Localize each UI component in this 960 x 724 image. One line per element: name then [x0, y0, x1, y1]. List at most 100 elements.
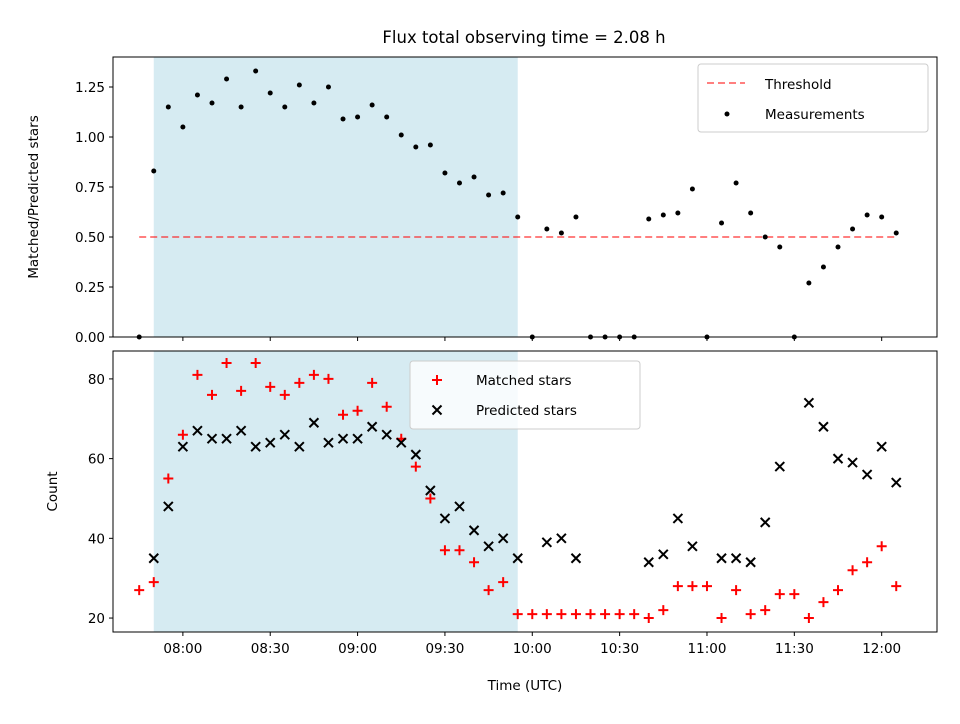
predicted-star-point [730, 553, 742, 564]
matched-star-point [469, 557, 480, 568]
measurement-point [296, 82, 302, 88]
predicted-star-point [250, 441, 261, 452]
predicted-star-point [308, 417, 320, 428]
matched-star-point [527, 609, 538, 620]
x-tick-label: 10:30 [600, 641, 639, 657]
measurement-point [893, 230, 899, 236]
predicted-star-point [497, 533, 509, 544]
predicted-star-point [323, 437, 334, 448]
predicted-star-point [774, 461, 785, 472]
predicted-star-point [832, 453, 844, 464]
matched-star-point [294, 377, 305, 388]
x-tick-label: 09:00 [338, 641, 377, 657]
matched-star-point [279, 389, 290, 400]
matched-star-point [236, 385, 247, 396]
matched-star-point [323, 373, 334, 384]
predicted-star-point [163, 501, 174, 512]
matched-star-point [352, 405, 363, 416]
predicted-star-point [760, 517, 771, 528]
predicted-star-point [439, 513, 451, 524]
top-y-tick-label: 1.00 [75, 130, 105, 146]
measurement-point [267, 90, 273, 96]
matched-star-point [163, 473, 174, 484]
measurement-point [660, 212, 666, 218]
measurement-point [398, 132, 404, 138]
predicted-star-point [891, 477, 902, 488]
predicted-star-point [483, 541, 494, 552]
matched-star-point [672, 581, 683, 592]
predicted-star-point [425, 485, 436, 496]
legend-matched-swatch [432, 375, 442, 385]
x-axis-label: Time (UTC) [487, 678, 563, 694]
predicted-star-point [468, 525, 480, 536]
measurement-point [325, 84, 331, 90]
x-tick-label: 10:00 [513, 641, 552, 657]
chart-title: Flux total observing time = 2.08 h [382, 28, 665, 47]
matched-star-point [308, 369, 319, 380]
top-legend: Threshold Measurements [697, 63, 929, 133]
matched-star-point [410, 461, 421, 472]
matched-star-point [745, 609, 756, 620]
matched-star-point [265, 381, 276, 392]
measurement-point [515, 214, 521, 220]
matched-star-point [338, 409, 349, 420]
predicted-star-point [687, 541, 698, 552]
predicted-star-point [672, 513, 684, 524]
matched-star-point [556, 609, 567, 620]
predicted-star-point [745, 557, 756, 568]
bottom-axes-frame [112, 350, 938, 633]
x-tick-label: 08:00 [163, 641, 202, 657]
measurement-point [486, 192, 492, 198]
predicted-star-point [716, 553, 727, 564]
predicted-star-point [396, 437, 407, 448]
top-panel: 0.00 0.25 0.50 0.75 1.00 1.25 Matched/Predicte… [26, 56, 938, 346]
matched-star-point [760, 605, 771, 616]
matched-star-point [600, 609, 611, 620]
measurement-point [355, 114, 361, 120]
measurement-point [719, 220, 725, 226]
matched-star-point [177, 429, 188, 440]
measurement-point [675, 210, 681, 216]
matched-star-point [483, 585, 494, 596]
measurement-point [151, 168, 157, 174]
predicted-star-point [847, 457, 858, 468]
predicted-star-point [265, 437, 276, 448]
predicted-star-point [658, 549, 669, 560]
measurement-point [820, 264, 826, 270]
measurement-point [835, 244, 841, 250]
measurement-point [384, 114, 390, 120]
legend-matched-label: Matched stars [476, 373, 572, 389]
measurement-point [879, 214, 885, 220]
top-observing-window [153, 57, 518, 337]
matched-star-point [512, 609, 523, 620]
predicted-star-point [352, 433, 363, 444]
measurement-point [369, 102, 375, 108]
predicted-star-point [177, 441, 189, 452]
matched-star-point [454, 545, 465, 556]
top-y-tick-label: 1.25 [75, 80, 105, 96]
matched-star-point [439, 545, 450, 556]
measurement-point [544, 226, 550, 232]
predicted-star-point [206, 433, 218, 444]
measurement-point [500, 190, 506, 196]
matched-star-point [192, 369, 203, 380]
matched-star-point [818, 597, 829, 608]
matched-star-point [425, 493, 436, 504]
predicted-star-point [512, 553, 523, 564]
predicted-star-point [148, 553, 159, 564]
measurement-point [194, 92, 200, 98]
matched-star-point [716, 613, 727, 624]
matched-star-point [862, 557, 873, 568]
matched-star-point [148, 577, 159, 588]
bottom-legend: Matched stars Predicted stars [409, 360, 641, 430]
matched-star-point [643, 613, 654, 624]
matched-star-point [687, 581, 698, 592]
measurement-point [646, 216, 652, 222]
measurement-point [238, 104, 244, 110]
predicted-star-point [570, 553, 582, 564]
predicted-star-point [803, 397, 815, 409]
measurement-point [573, 214, 579, 220]
predicted-star-point [235, 425, 247, 436]
